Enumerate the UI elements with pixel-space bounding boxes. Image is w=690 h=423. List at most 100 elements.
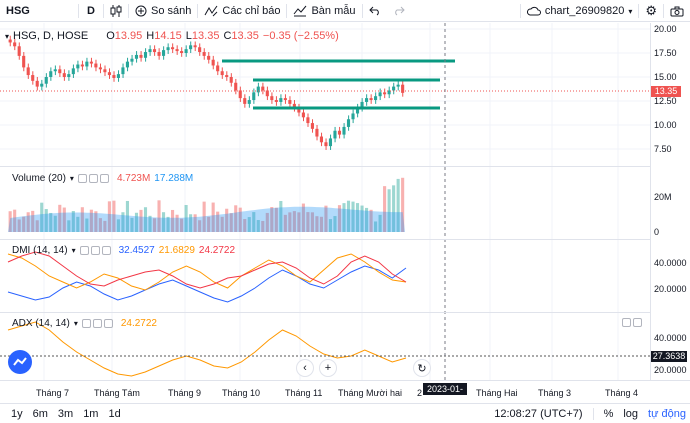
- volume-bar: [175, 214, 179, 232]
- volume-bar: [44, 209, 48, 232]
- chart-canvas[interactable]: [0, 0, 690, 403]
- maximize-pane-icon[interactable]: [622, 318, 631, 327]
- auto-scale-toggle[interactable]: tự động: [648, 408, 686, 420]
- chevron-down-icon[interactable]: ▾: [71, 246, 76, 255]
- redo-button[interactable]: [387, 0, 411, 22]
- undo-button[interactable]: [363, 0, 387, 22]
- pane-divider[interactable]: [0, 166, 650, 167]
- zoom-in-button[interactable]: +: [319, 359, 337, 377]
- candle-body: [225, 75, 229, 77]
- gear-icon[interactable]: [92, 319, 102, 328]
- indicators-label: Các chỉ báo: [222, 4, 281, 17]
- plus-circle-icon: [135, 5, 147, 17]
- volume-bar: [103, 220, 107, 232]
- adx-title[interactable]: ADX (14, 14): [12, 318, 70, 329]
- close-icon[interactable]: [101, 246, 111, 255]
- compare-button[interactable]: So sánh: [129, 0, 197, 22]
- dmi-minus-line: [7, 253, 407, 291]
- compare-label: So sánh: [151, 4, 192, 17]
- close-icon[interactable]: [103, 319, 113, 328]
- volume-title[interactable]: Volume (20): [12, 173, 66, 184]
- collapse-pane-icon[interactable]: [633, 318, 642, 327]
- candle-body: [17, 46, 21, 56]
- close-icon[interactable]: [99, 174, 109, 183]
- eye-icon[interactable]: [77, 174, 87, 183]
- replay-button[interactable]: Bàn mẫu: [287, 0, 361, 22]
- dmi-plus-line: [7, 265, 407, 303]
- volume-bar: [71, 211, 75, 232]
- pane-divider[interactable]: [0, 312, 650, 313]
- candle-body: [125, 61, 130, 68]
- time-axis-label: Tháng 11: [285, 388, 323, 398]
- candle-body: [8, 39, 12, 43]
- indicators-button[interactable]: Các chỉ báo: [198, 0, 286, 22]
- snapshot-button[interactable]: [664, 0, 690, 22]
- candle-body: [288, 100, 292, 104]
- layout-button[interactable]: chart_26909820 ▾: [521, 0, 639, 22]
- adx-value-tag: 27.3638: [651, 351, 687, 362]
- chevron-down-icon[interactable]: ▾: [5, 31, 10, 41]
- settings-button[interactable]: ⚙: [639, 0, 663, 22]
- volume-ma-value: 17.288M: [154, 173, 194, 184]
- candle-body: [355, 107, 360, 114]
- volume-bar: [229, 213, 233, 232]
- dmi-title[interactable]: DMI (14, 14): [12, 245, 68, 256]
- candle-body: [238, 90, 242, 99]
- range-1d-button[interactable]: 1d: [108, 407, 121, 420]
- gear-icon[interactable]: [88, 174, 98, 183]
- volume-bar: [401, 177, 405, 232]
- scroll-left-button[interactable]: ‹: [296, 359, 314, 377]
- volume-bar: [369, 209, 373, 232]
- gear-icon[interactable]: [90, 246, 100, 255]
- volume-bar: [31, 210, 35, 232]
- eye-icon[interactable]: [81, 319, 91, 328]
- candle-body: [274, 100, 278, 102]
- volume-bar: [139, 209, 143, 232]
- volume-bar: [387, 189, 391, 232]
- candle-body: [148, 49, 152, 53]
- clock-label[interactable]: 12:08:27 (UTC+7): [494, 408, 583, 420]
- adx-axis-label: 20.0000: [654, 365, 687, 375]
- eye-icon[interactable]: [79, 246, 89, 255]
- volume-bar: [355, 203, 360, 232]
- range-1m-button[interactable]: 1m: [83, 407, 99, 420]
- candle-body: [80, 64, 84, 67]
- dmi-legend: DMI (14, 14) ▾ 32.4527 21.6829 24.2722: [12, 245, 235, 256]
- candle-body: [71, 68, 75, 75]
- percent-toggle[interactable]: %: [603, 408, 614, 420]
- candle-body: [346, 119, 351, 127]
- logo-icon: [13, 357, 27, 366]
- function-icon: [204, 5, 218, 17]
- volume-bar: [283, 214, 287, 232]
- candle-body: [139, 54, 143, 58]
- volume-bar: [94, 211, 98, 232]
- chevron-down-icon[interactable]: ▾: [69, 174, 74, 183]
- volume-bar: [265, 212, 269, 232]
- volume-bar: [333, 216, 337, 232]
- candle-body: [143, 52, 148, 58]
- volume-bar: [297, 212, 301, 232]
- reset-chart-button[interactable]: ↻: [413, 359, 431, 377]
- pane-divider[interactable]: [0, 239, 650, 240]
- bottom-right: 12:08:27 (UTC+7) % log tự động: [494, 404, 686, 423]
- candle-body: [315, 128, 319, 137]
- chart-type-button[interactable]: [104, 0, 128, 22]
- candle-body: [107, 72, 111, 76]
- range-6m-button[interactable]: 6m: [32, 407, 48, 420]
- tradingview-logo-button[interactable]: [8, 350, 32, 374]
- support-resistance-lines[interactable]: [222, 59, 455, 110]
- divider: [519, 4, 521, 18]
- range-3m-button[interactable]: 3m: [57, 407, 74, 420]
- volume-bar: [166, 216, 170, 232]
- legend-low: L13.35: [185, 30, 220, 42]
- range-1y-button[interactable]: 1y: [11, 407, 23, 420]
- chevron-down-icon[interactable]: ▾: [73, 319, 78, 328]
- log-toggle[interactable]: log: [623, 408, 639, 420]
- candle-body: [270, 96, 274, 101]
- candle-body: [116, 74, 120, 78]
- interval-button[interactable]: D: [79, 0, 103, 22]
- symbol-search-button[interactable]: HSG: [0, 0, 78, 22]
- volume-bar: [360, 205, 364, 232]
- volume-bar: [392, 185, 396, 232]
